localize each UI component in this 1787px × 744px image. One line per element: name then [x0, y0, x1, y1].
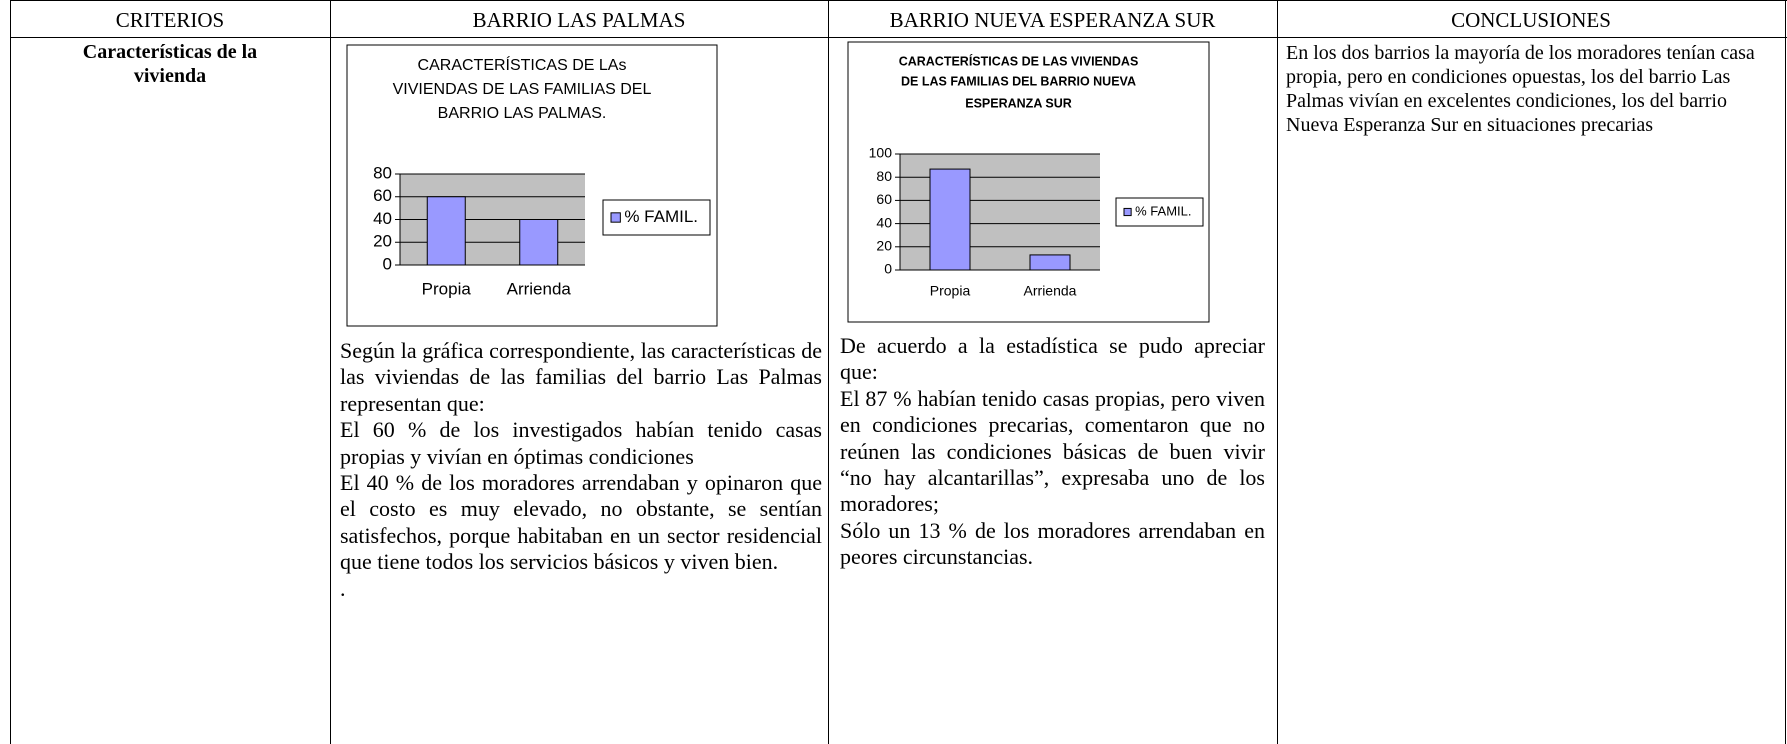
border — [1277, 0, 1278, 744]
y-tick-label: 80 — [876, 168, 892, 184]
y-tick-label: 40 — [373, 209, 392, 228]
chart-title: DE LAS FAMILIAS DEL BARRIO NUEVA — [901, 74, 1136, 88]
legend-label: % FAMIL. — [624, 207, 698, 226]
paragraph: . — [340, 575, 346, 601]
y-tick-label: 40 — [876, 214, 892, 230]
chart-title: CARACTERÍSTICAS DE LAS VIVIENDAS — [899, 53, 1139, 68]
y-tick-label: 0 — [884, 261, 892, 277]
chart-title: ESPERANZA SUR — [965, 96, 1072, 110]
conclusion: En los dos barrios la mayoría de los mor… — [1286, 42, 1755, 136]
paragraph: El 60 % de los investigados habían tenid… — [340, 417, 822, 469]
paragraph: Sólo un 13 % de los moradores arrendaban… — [840, 517, 1265, 570]
header: CONCLUSIONES — [1451, 8, 1611, 32]
paragraph: Según la gráfica correspondiente, las ca… — [340, 338, 822, 416]
legend-swatch — [1123, 207, 1132, 217]
x-tick-label: Propia — [930, 283, 971, 299]
chart-title: VIVIENDAS DE LAS FAMILIAS DEL — [393, 81, 652, 98]
x-tick-label: Propia — [422, 279, 472, 298]
border — [828, 0, 829, 744]
y-tick-label: 80 — [373, 163, 392, 182]
legend-label: % FAMIL. — [1135, 203, 1191, 218]
header: BARRIO NUEVA ESPERANZA SUR — [889, 8, 1216, 32]
header: BARRIO LAS PALMAS — [472, 8, 686, 32]
paragraph: De acuerdo a la estadística se pudo apre… — [840, 333, 1265, 385]
header: CRITERIOS — [115, 8, 225, 32]
legend-swatch — [610, 212, 621, 223]
border — [10, 0, 1787, 1]
y-tick-label: 60 — [876, 191, 892, 207]
border — [10, 0, 11, 744]
bar — [519, 219, 559, 266]
border — [1785, 0, 1786, 744]
y-tick-label: 100 — [869, 145, 893, 161]
criterio: Características de la vivienda — [82, 41, 258, 87]
y-tick-label: 60 — [373, 186, 392, 205]
x-tick-label: Arrienda — [507, 279, 572, 298]
paragraph: El 87 % habían tenido casas propias, per… — [840, 385, 1265, 517]
paragraph: El 40 % de los moradores arrendaban y op… — [340, 470, 822, 575]
chart-title: CARACTERÍSTICAS DE LAs — [418, 55, 627, 74]
x-tick-label: Arrienda — [1024, 283, 1077, 299]
bar — [1029, 254, 1071, 271]
text-block: Según la gráfica correspondiente, las ca… — [340, 338, 822, 602]
y-tick-label: 20 — [373, 232, 392, 251]
text-block: De acuerdo a la estadística se pudo apre… — [840, 333, 1265, 571]
border — [10, 37, 1787, 38]
y-tick-label: 20 — [876, 238, 892, 254]
border — [330, 0, 331, 744]
y-tick-label: 0 — [383, 254, 392, 273]
bar — [929, 168, 971, 271]
chart-title: BARRIO LAS PALMAS. — [438, 105, 607, 122]
bar — [426, 196, 466, 266]
